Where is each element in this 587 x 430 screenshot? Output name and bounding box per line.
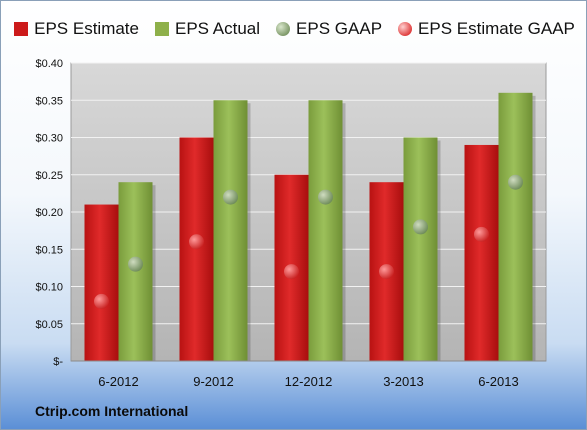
y-tick-label: $0.40 (35, 58, 63, 70)
dot-eps-gaap (318, 189, 333, 205)
bar-eps-estimate (464, 144, 499, 361)
legend: EPS Estimate EPS Actual EPS GAAP EPS Est… (1, 15, 586, 43)
x-tick-label: 9-2012 (193, 374, 233, 389)
y-tick-label: $0.30 (35, 133, 63, 145)
x-tick-label: 6-2013 (478, 374, 518, 389)
dot-eps-gaap (223, 189, 238, 205)
legend-swatch-eps-gaap (276, 22, 291, 36)
dot-eps-estimate-gaap (94, 293, 109, 309)
legend-label-eps-estimate-gaap: EPS Estimate GAAP (418, 19, 575, 38)
y-tick-label: $- (53, 356, 63, 368)
legend-item-eps-gaap: EPS GAAP (276, 19, 382, 39)
y-tick-label: $0.25 (35, 170, 63, 182)
dot-eps-estimate-gaap (284, 264, 299, 280)
legend-label-eps-gaap: EPS GAAP (296, 19, 383, 38)
bar-eps-estimate (84, 204, 119, 361)
dot-eps-gaap (413, 219, 428, 235)
x-tick-label: 3-2013 (383, 374, 423, 389)
y-tick-label: $0.10 (35, 282, 63, 294)
bar-eps-actual (213, 100, 248, 361)
bar-eps-actual (308, 100, 343, 361)
dot-eps-gaap (508, 174, 523, 190)
company-name: Ctrip.com International (35, 403, 189, 419)
bar-eps-actual (498, 92, 533, 362)
x-tick-label: 6-2012 (98, 374, 138, 389)
dot-eps-gaap (128, 256, 143, 272)
y-tick-label: $0.20 (35, 207, 63, 219)
legend-label-eps-actual: EPS Actual (174, 19, 261, 38)
legend-swatch-eps-actual (154, 22, 169, 36)
legend-label-eps-estimate: EPS Estimate (34, 19, 139, 38)
y-tick-label: $0.15 (35, 244, 63, 256)
legend-swatch-eps-estimate (14, 22, 29, 36)
x-tick-label: 12-2012 (285, 374, 333, 389)
dot-eps-estimate-gaap (474, 226, 489, 242)
legend-item-eps-estimate: EPS Estimate (14, 19, 139, 39)
y-tick-label: $0.35 (35, 95, 63, 107)
legend-swatch-eps-estimate-gaap (398, 22, 413, 36)
legend-item-eps-actual: EPS Actual (154, 19, 261, 39)
dot-eps-estimate-gaap (189, 234, 204, 250)
bar-eps-actual (403, 137, 438, 361)
dot-eps-estimate-gaap (379, 264, 394, 280)
y-tick-label: $0.05 (35, 319, 63, 331)
legend-item-eps-estimate-gaap: EPS Estimate GAAP (398, 19, 575, 39)
